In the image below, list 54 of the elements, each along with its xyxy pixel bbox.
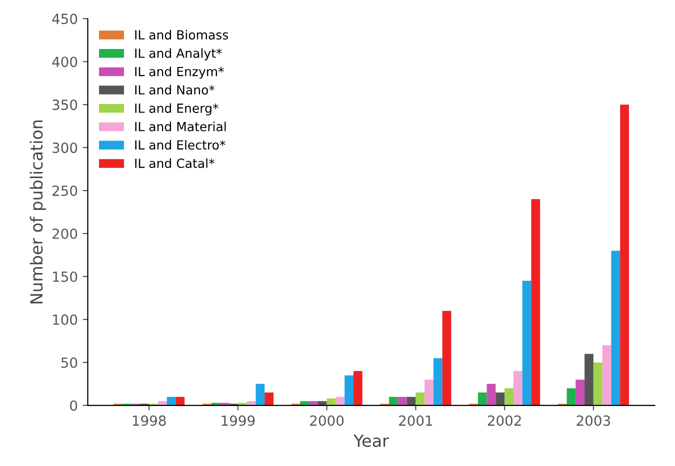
y-tick-label: 300 (52, 142, 78, 154)
y-tick-label: 400 (52, 56, 78, 68)
bar (593, 362, 602, 406)
x-tick-label: 2003 (576, 415, 610, 426)
bar (424, 380, 434, 406)
bar (513, 371, 522, 406)
bar (602, 345, 612, 406)
y-tick-label: 50 (61, 357, 78, 368)
bar (416, 392, 425, 406)
bar (344, 375, 354, 406)
legend-label: IL and Energ* (135, 103, 218, 116)
legend-label: IL and Catal* (135, 158, 214, 168)
x-tick-label: 1998 (132, 415, 166, 426)
y-tick-label: 100 (53, 314, 78, 325)
bar (531, 199, 540, 406)
y-tick-label: 150 (53, 271, 78, 282)
bar (264, 392, 274, 406)
bar (398, 396, 407, 406)
bar (611, 250, 620, 406)
y-tick-label: 0 (70, 400, 78, 411)
bar (158, 401, 167, 406)
bar (176, 396, 185, 406)
x-axis-title: Year (354, 434, 389, 448)
bar (486, 384, 496, 406)
y-tick-label: 350 (52, 100, 78, 110)
bar (336, 396, 345, 406)
bar (442, 310, 452, 406)
y-tick-label: 200 (52, 228, 78, 239)
legend-label: IL and Electro* (135, 140, 226, 150)
bar (576, 380, 585, 406)
x-tick-label: 2001 (399, 415, 432, 426)
y-tick-label: 450 (52, 14, 78, 24)
legend-label: IL and Enzym* (135, 66, 224, 79)
bar (256, 384, 265, 406)
legend-label: IL and Biomass (135, 30, 228, 40)
legend-label: IL and Material (135, 122, 226, 132)
bar (504, 388, 514, 406)
x-tick-label: 1999 (222, 415, 255, 426)
bar (433, 358, 442, 406)
bar (478, 392, 487, 406)
bar (389, 396, 398, 406)
x-tick-label: 2002 (488, 415, 521, 426)
bar (620, 104, 629, 406)
bar (326, 398, 336, 406)
legend-label: IL and Analyt* (135, 48, 222, 60)
bar (353, 371, 362, 406)
bar (566, 388, 576, 406)
bar (300, 401, 310, 406)
legend-label: IL and Nano* (135, 84, 215, 95)
y-tick-label: 250 (52, 186, 78, 196)
bar (309, 401, 318, 406)
y-axis-title: Number of publication (30, 120, 46, 304)
x-tick-label: 2000 (310, 415, 344, 426)
bar (522, 280, 532, 406)
